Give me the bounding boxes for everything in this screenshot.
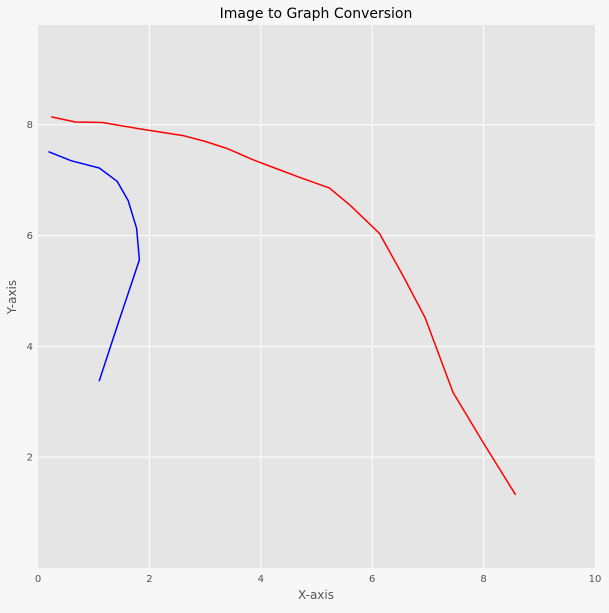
y-axis-label: Y-axis <box>5 280 19 315</box>
y-tick-label: 4 <box>27 342 33 353</box>
y-tick-label: 8 <box>27 120 33 131</box>
series-line-1 <box>51 116 517 496</box>
chart-title: Image to Graph Conversion <box>220 6 413 22</box>
x-tick-label: 6 <box>369 574 375 585</box>
grid <box>38 25 595 568</box>
y-tick-label: 2 <box>27 453 33 464</box>
plot-area <box>38 25 595 568</box>
x-axis-label: X-axis <box>298 588 334 602</box>
y-tick-label: 6 <box>27 231 33 242</box>
x-tick-label: 8 <box>480 574 486 585</box>
x-tick-label: 0 <box>35 574 41 585</box>
series-line-2 <box>48 151 141 382</box>
x-tick-label: 4 <box>258 574 264 585</box>
series-layer <box>48 116 517 496</box>
tick-labels: 0 2 4 6 8 10 2 4 6 8 <box>27 120 602 585</box>
x-tick-label: 10 <box>589 574 602 585</box>
x-tick-label: 2 <box>146 574 152 585</box>
